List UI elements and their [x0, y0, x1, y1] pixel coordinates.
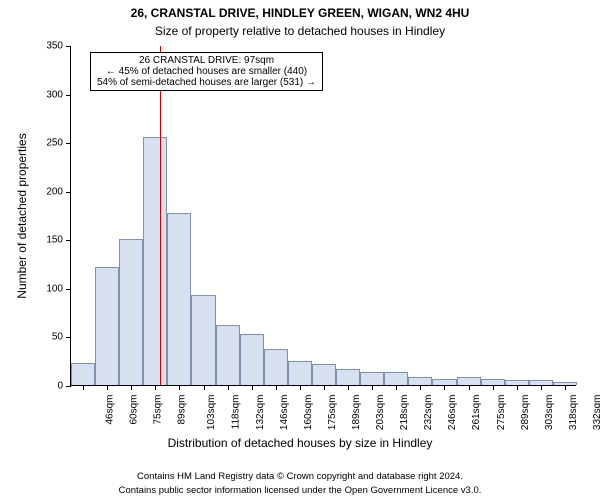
x-tick-label: 275sqm: [496, 395, 507, 431]
histogram-bar: [457, 377, 481, 385]
x-tick-label: 60sqm: [129, 395, 140, 425]
histogram-bar: [312, 364, 336, 385]
y-axis-label: Number of detached properties: [15, 133, 29, 298]
histogram-bar: [119, 239, 143, 385]
x-tick-label: 232sqm: [423, 395, 434, 431]
x-tick-label: 89sqm: [177, 395, 188, 425]
x-tick-label: 261sqm: [472, 395, 483, 431]
y-tick-label: 50: [52, 332, 71, 343]
x-tick: [348, 385, 349, 390]
y-tick-label: 300: [46, 89, 71, 100]
chart-title-line1: 26, CRANSTAL DRIVE, HINDLEY GREEN, WIGAN…: [0, 6, 600, 20]
histogram-bar: [95, 267, 119, 386]
x-tick: [517, 385, 518, 390]
y-tick-label: 250: [46, 138, 71, 149]
x-tick: [493, 385, 494, 390]
property-marker-line: [160, 46, 161, 385]
x-axis-label: Distribution of detached houses by size …: [0, 436, 600, 450]
histogram-bar: [240, 334, 264, 385]
y-tick-label: 150: [46, 235, 71, 246]
x-tick: [300, 385, 301, 390]
histogram-bar: [264, 349, 288, 385]
x-tick-label: 132sqm: [255, 395, 266, 431]
annotation-line: ← 45% of detached houses are smaller (44…: [97, 66, 316, 77]
x-tick: [396, 385, 397, 390]
histogram-bar: [384, 372, 408, 385]
y-tick-label: 0: [57, 381, 71, 392]
x-tick: [155, 385, 156, 390]
histogram-bar: [191, 295, 215, 385]
x-tick-label: 103sqm: [207, 395, 218, 431]
x-tick: [228, 385, 229, 390]
x-tick-label: 303sqm: [544, 395, 555, 431]
x-tick-label: 318sqm: [568, 395, 579, 431]
x-tick: [469, 385, 470, 390]
histogram-bar: [143, 137, 167, 385]
x-tick: [565, 385, 566, 390]
x-tick-label: 218sqm: [399, 395, 410, 431]
histogram-bar: [408, 377, 432, 385]
annotation-line: 26 CRANSTAL DRIVE: 97sqm: [97, 55, 316, 66]
x-tick-label: 203sqm: [375, 395, 386, 431]
histogram-bar: [71, 363, 95, 385]
annotation-box: 26 CRANSTAL DRIVE: 97sqm← 45% of detache…: [90, 52, 323, 91]
x-tick-label: 160sqm: [303, 395, 314, 431]
plot-inner: 05010015020025030035046sqm60sqm75sqm89sq…: [70, 46, 576, 386]
histogram-bar: [288, 361, 312, 385]
x-tick: [541, 385, 542, 390]
plot-area: 05010015020025030035046sqm60sqm75sqm89sq…: [70, 46, 576, 386]
annotation-line: 54% of semi-detached houses are larger (…: [97, 77, 316, 88]
y-tick-label: 100: [46, 283, 71, 294]
x-tick: [276, 385, 277, 390]
histogram-bar: [167, 213, 191, 385]
x-tick-label: 332sqm: [592, 395, 600, 431]
x-tick: [372, 385, 373, 390]
x-tick-label: 289sqm: [520, 395, 531, 431]
histogram-bar: [216, 325, 240, 385]
x-tick: [131, 385, 132, 390]
histogram-bar: [336, 369, 360, 386]
x-tick-label: 175sqm: [327, 395, 338, 431]
x-tick: [420, 385, 421, 390]
x-tick-label: 146sqm: [279, 395, 290, 431]
x-tick: [179, 385, 180, 390]
footer-line2: Contains public sector information licen…: [0, 485, 600, 496]
chart-title-line2: Size of property relative to detached ho…: [0, 24, 600, 38]
x-tick-label: 75sqm: [153, 395, 164, 425]
chart-container: 26, CRANSTAL DRIVE, HINDLEY GREEN, WIGAN…: [0, 0, 600, 500]
x-tick: [107, 385, 108, 390]
x-tick: [204, 385, 205, 390]
x-tick: [324, 385, 325, 390]
x-tick-label: 246sqm: [447, 395, 458, 431]
x-tick: [83, 385, 84, 390]
x-tick-label: 46sqm: [105, 395, 116, 425]
x-tick: [444, 385, 445, 390]
y-tick-label: 200: [46, 186, 71, 197]
x-tick-label: 118sqm: [230, 395, 241, 430]
x-tick-label: 189sqm: [351, 395, 362, 431]
x-tick: [252, 385, 253, 390]
y-tick-label: 350: [46, 41, 71, 52]
histogram-bar: [360, 372, 384, 385]
footer-line1: Contains HM Land Registry data © Crown c…: [0, 471, 600, 482]
